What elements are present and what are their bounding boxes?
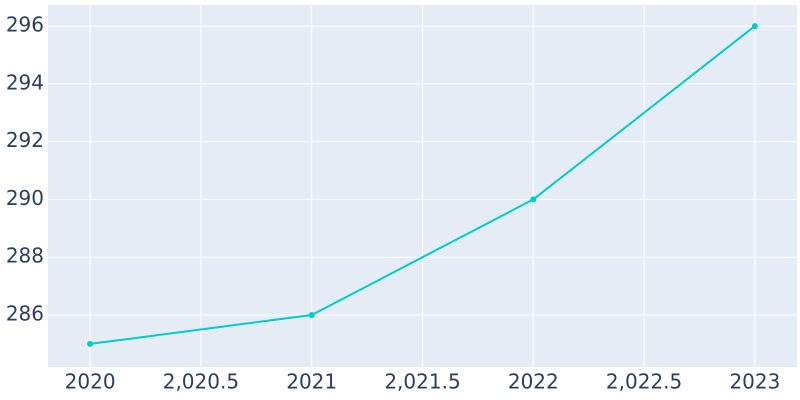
x-tick-label: 2021 <box>286 370 337 394</box>
x-tick-label: 2020 <box>65 370 116 394</box>
y-tick-label: 288 <box>6 244 44 268</box>
point <box>751 23 758 30</box>
x-tick-label: 2022 <box>508 370 559 394</box>
line <box>89 25 756 345</box>
point <box>308 311 315 318</box>
y-tick-label: 294 <box>6 70 44 94</box>
y-tick-label: 296 <box>6 13 44 37</box>
point <box>87 340 94 347</box>
x-tick-label: 2,022.5 <box>606 370 682 394</box>
point <box>530 196 537 203</box>
x-tick-label: 2023 <box>729 370 780 394</box>
y-tick-label: 290 <box>6 186 44 210</box>
x-tick-label: 2,021.5 <box>384 370 460 394</box>
x-tick-label: 2,020.5 <box>163 370 239 394</box>
y-tick-label: 292 <box>6 128 44 152</box>
y-tick-label: 286 <box>6 301 44 325</box>
